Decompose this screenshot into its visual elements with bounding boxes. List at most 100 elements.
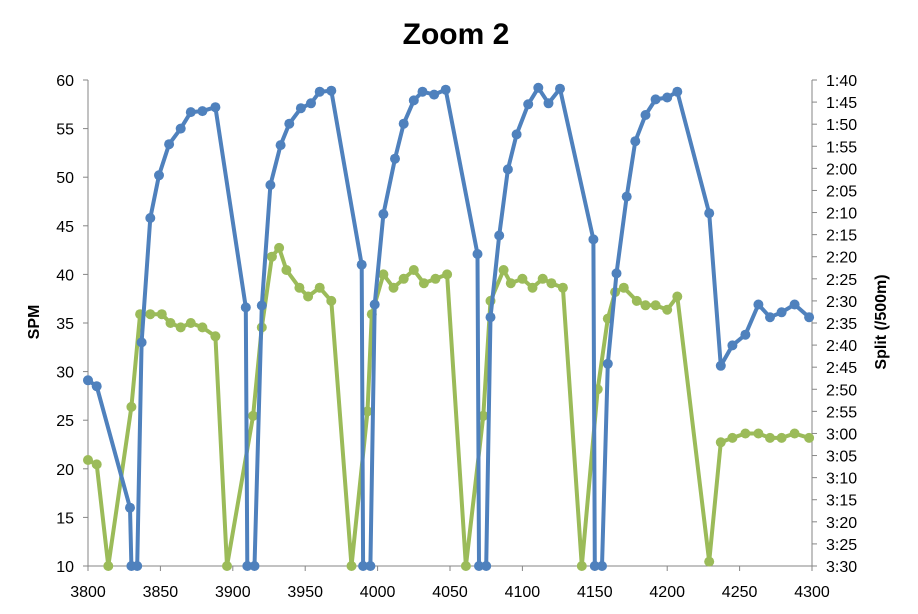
axis-ticks: 3800 3850 3900 3950 4000 4050 4100 4150 4200 4250… <box>56 73 857 601</box>
y2-tick-label: 2:35 <box>826 316 857 333</box>
series-1-point <box>481 561 492 571</box>
y-tick-label: 15 <box>56 510 74 527</box>
series-2-point <box>460 561 471 571</box>
series-1-point <box>662 92 673 103</box>
series-2-point <box>156 309 167 320</box>
series-1-point <box>704 208 715 219</box>
series-2-point <box>274 242 285 253</box>
series-1-point <box>390 153 400 164</box>
series-2-point <box>753 428 764 439</box>
series-1-point <box>356 259 367 270</box>
series-2-point <box>83 455 93 465</box>
series-2-point <box>222 561 232 571</box>
series-1-point <box>543 98 554 109</box>
series-1-point <box>640 110 651 120</box>
series-1-point <box>472 249 483 259</box>
series-2-point <box>631 295 642 306</box>
series-2-point <box>126 401 137 412</box>
y2-tick-label: 2:40 <box>826 338 857 355</box>
series-2-point <box>197 322 208 333</box>
series-2-point <box>418 278 429 289</box>
series-2-point <box>294 282 305 293</box>
series-1-point <box>326 85 337 96</box>
y2-tick-label: 2:50 <box>826 382 857 399</box>
series-1-point <box>588 234 599 245</box>
series-1-point <box>753 299 764 310</box>
series-1-point <box>175 123 186 134</box>
y-axis-label: SPM <box>26 305 43 340</box>
series-1-point <box>533 82 544 93</box>
series-1-point <box>523 99 534 110</box>
series-1-point <box>314 86 325 97</box>
series-2-point <box>662 304 673 315</box>
x-tick-label: 3900 <box>215 584 251 601</box>
x-tick-label: 3950 <box>287 584 323 601</box>
series-2-point <box>185 318 196 328</box>
series-1-point <box>789 299 800 310</box>
series-2-point <box>557 282 568 293</box>
series-1-point <box>295 103 306 114</box>
y-tick-label: 25 <box>56 413 74 430</box>
series-2-point <box>378 269 389 280</box>
series-2-point <box>527 282 538 293</box>
series-1-point <box>408 95 419 106</box>
y-tick-label: 10 <box>56 559 74 576</box>
y-tick-label: 20 <box>56 462 74 479</box>
series-1-point <box>765 312 775 323</box>
y2-tick-label: 2:20 <box>826 250 857 267</box>
series-2-point <box>505 278 516 289</box>
y2-tick-label: 3:25 <box>826 537 857 554</box>
series-1-point <box>715 360 726 371</box>
series-2-point <box>804 432 815 443</box>
y-tick-label: 40 <box>56 267 74 284</box>
series-1-point <box>597 561 607 571</box>
series-2-point <box>430 273 441 284</box>
y-tick-label: 50 <box>56 170 74 187</box>
series-1-point <box>440 84 451 95</box>
series-2-point <box>442 269 453 280</box>
series-1-point <box>429 89 440 100</box>
series-2-point <box>650 300 661 311</box>
series-1-point <box>256 300 267 311</box>
series-2-point <box>776 432 787 443</box>
y2-tick-label: 1:55 <box>826 139 857 156</box>
series-1-point <box>240 302 251 313</box>
series-2-point <box>478 410 489 421</box>
y-tick-label: 55 <box>56 122 74 139</box>
series-2-point <box>303 291 314 302</box>
series-2-point <box>765 432 775 443</box>
series-2-point <box>210 331 221 342</box>
series-1-point <box>132 561 143 571</box>
series-1-point <box>210 102 221 113</box>
y2-tick-label: 3:10 <box>826 471 857 488</box>
series-2-point <box>546 278 557 289</box>
y2-tick-label: 1:50 <box>826 117 857 134</box>
series-1-point <box>502 164 513 175</box>
series-1-point <box>145 213 156 223</box>
series-1-point <box>672 86 683 97</box>
series-2-point <box>640 300 651 311</box>
series-1-point <box>611 268 622 279</box>
series-1-point <box>602 358 613 369</box>
series-2-point <box>408 265 419 275</box>
series-2-point <box>91 459 102 470</box>
y2-tick-label: 2:05 <box>826 183 857 200</box>
x-tick-label: 3800 <box>70 584 106 601</box>
series-2-point <box>618 282 629 293</box>
series-1-point <box>284 118 295 129</box>
series-1-point <box>185 107 196 118</box>
y2-tick-label: 2:10 <box>826 206 857 223</box>
y2-tick-label: 2:30 <box>826 294 857 311</box>
series-1-point <box>727 340 738 351</box>
y2-tick-label: 3:05 <box>826 449 857 466</box>
series-1-point <box>249 561 260 571</box>
y-tick-label: 60 <box>56 73 74 90</box>
series-1-point <box>417 86 428 97</box>
series-2-point <box>346 561 357 571</box>
x-tick-label: 4200 <box>649 584 685 601</box>
y2-tick-label: 2:45 <box>826 360 857 377</box>
series-1-point <box>630 136 641 147</box>
series-2-point <box>740 428 751 439</box>
series-2-point <box>576 561 587 571</box>
